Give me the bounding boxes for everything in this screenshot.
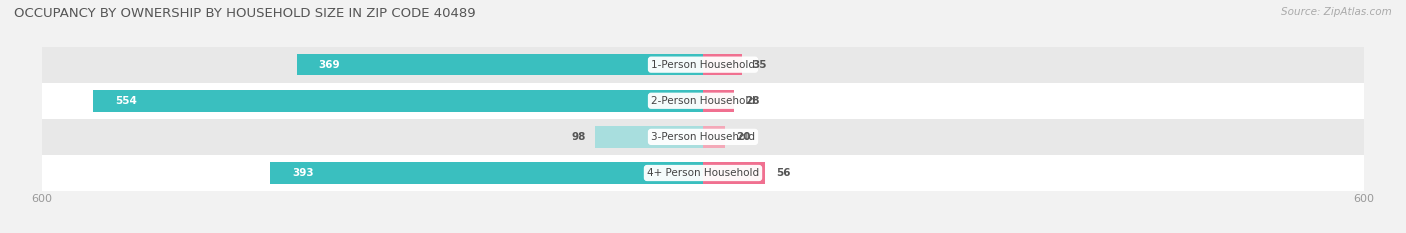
Bar <box>42 83 1364 119</box>
Bar <box>703 126 725 148</box>
Text: 4+ Person Household: 4+ Person Household <box>647 168 759 178</box>
Text: OCCUPANCY BY OWNERSHIP BY HOUSEHOLD SIZE IN ZIP CODE 40489: OCCUPANCY BY OWNERSHIP BY HOUSEHOLD SIZE… <box>14 7 475 20</box>
Text: 554: 554 <box>115 96 136 106</box>
Text: 56: 56 <box>776 168 790 178</box>
Bar <box>42 155 1364 191</box>
Bar <box>703 90 734 112</box>
Text: 369: 369 <box>319 60 340 70</box>
Bar <box>297 54 703 75</box>
Text: 98: 98 <box>572 132 586 142</box>
Bar <box>93 90 703 112</box>
Text: 2-Person Household: 2-Person Household <box>651 96 755 106</box>
Text: 3-Person Household: 3-Person Household <box>651 132 755 142</box>
Text: 1-Person Household: 1-Person Household <box>651 60 755 70</box>
Bar <box>42 119 1364 155</box>
Bar <box>703 54 741 75</box>
Bar <box>42 47 1364 83</box>
Text: Source: ZipAtlas.com: Source: ZipAtlas.com <box>1281 7 1392 17</box>
Bar <box>595 126 703 148</box>
Bar <box>703 162 765 184</box>
Text: 20: 20 <box>737 132 751 142</box>
Text: 35: 35 <box>752 60 768 70</box>
Text: 28: 28 <box>745 96 759 106</box>
Text: 393: 393 <box>292 168 314 178</box>
Bar <box>270 162 703 184</box>
